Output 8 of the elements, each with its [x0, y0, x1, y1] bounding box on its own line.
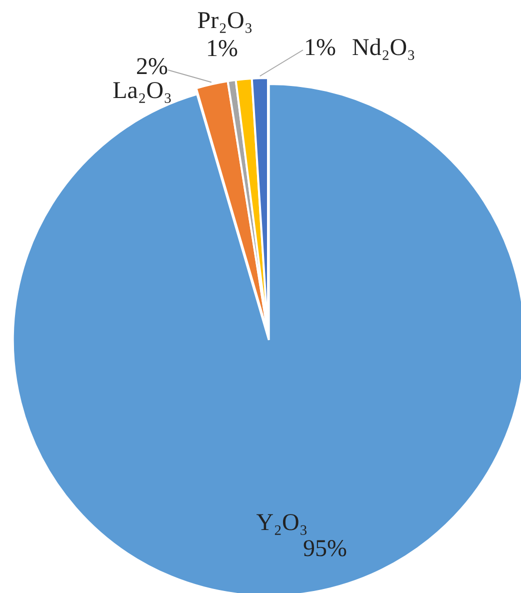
data-label: 2%	[136, 54, 168, 80]
slice-label: La₂O₃	[112, 78, 172, 104]
slice-label: Nd₂O₃	[352, 35, 416, 61]
data-label: 1%	[206, 36, 238, 62]
data-label: 1%	[304, 35, 336, 61]
slice-label: Pr₂O₃	[197, 8, 253, 34]
data-label: 95%	[303, 536, 347, 562]
slice-label: Y₂O₃	[256, 510, 308, 536]
